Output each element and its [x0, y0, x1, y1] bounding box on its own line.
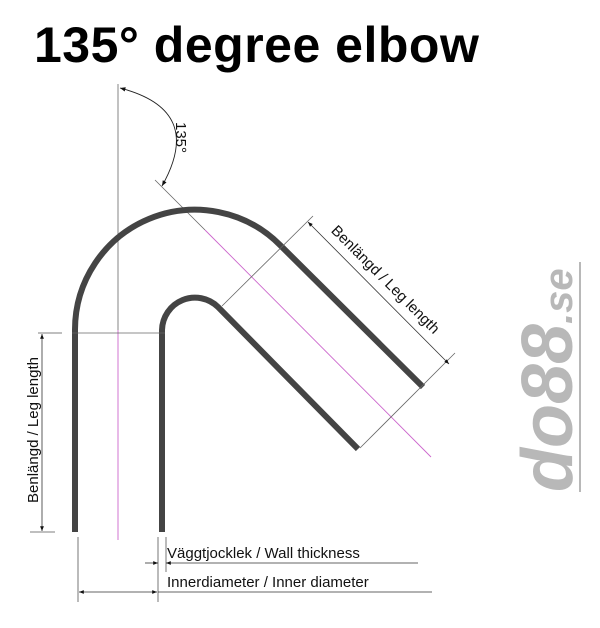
leg-length-vertical-label: Benlängd / Leg length — [25, 357, 42, 503]
do88-logo: do88 .se — [508, 262, 588, 492]
pipe-outer-wall — [71, 206, 426, 532]
wall-thickness-label: Väggtjocklek / Wall thickness — [167, 545, 360, 562]
diagonal-centerline — [154, 179, 206, 231]
pipe-inner-wall — [159, 294, 361, 532]
leg-dimension-diagonal — [307, 221, 450, 365]
tangent-line-diagonal — [221, 215, 314, 307]
diagonal-centerline-pipe — [204, 229, 432, 458]
leg-length-diagonal-label: Benlängd / Leg length — [328, 222, 443, 337]
inner-diameter-label: Innerdiameter / Inner diameter — [167, 574, 369, 591]
angle-arc — [119, 87, 177, 187]
diagram-title: 135° degree elbow — [34, 17, 480, 73]
pipe-end-line — [359, 352, 456, 449]
angle-label: 135° — [172, 122, 189, 153]
logo-text-suffix: .se — [537, 268, 581, 324]
logo-text-main: do88 — [508, 324, 588, 492]
